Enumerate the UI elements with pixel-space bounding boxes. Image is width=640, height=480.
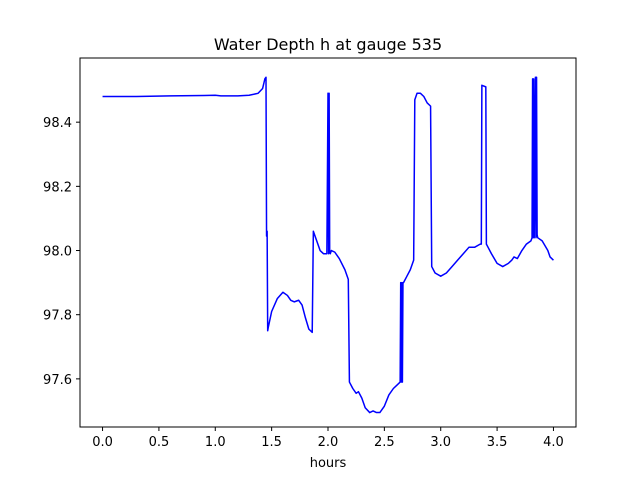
y-tick-label: 98.2 <box>43 180 72 195</box>
y-tick-label: 97.6 <box>43 373 72 388</box>
y-tick-label: 98.4 <box>43 116 72 131</box>
x-tick-label: 0.0 <box>92 435 113 450</box>
x-tick-label: 3.5 <box>487 435 508 450</box>
y-tick-label: 98.0 <box>43 245 72 260</box>
plot-area <box>102 76 554 414</box>
x-tick-label: 1.5 <box>261 435 282 450</box>
y-tick-label: 97.8 <box>43 309 72 324</box>
x-tick-label: 0.5 <box>149 435 170 450</box>
x-tick-label: 3.0 <box>430 435 451 450</box>
plot-frame <box>79 57 577 428</box>
x-axis-label: hours <box>310 456 347 471</box>
x-tick-label: 4.0 <box>543 435 564 450</box>
x-tick-label: 2.0 <box>318 435 339 450</box>
y-axis: 97.6 97.8 98.0 98.2 98.4 <box>43 116 80 388</box>
chart-title: Water Depth h at gauge 535 <box>214 35 442 54</box>
x-axis: 0.0 0.5 1.0 1.5 2.0 2.5 3.0 3.5 4.0 <box>92 427 564 450</box>
x-tick-label: 1.0 <box>205 435 226 450</box>
x-tick-label: 2.5 <box>374 435 395 450</box>
series-line <box>102 76 554 414</box>
